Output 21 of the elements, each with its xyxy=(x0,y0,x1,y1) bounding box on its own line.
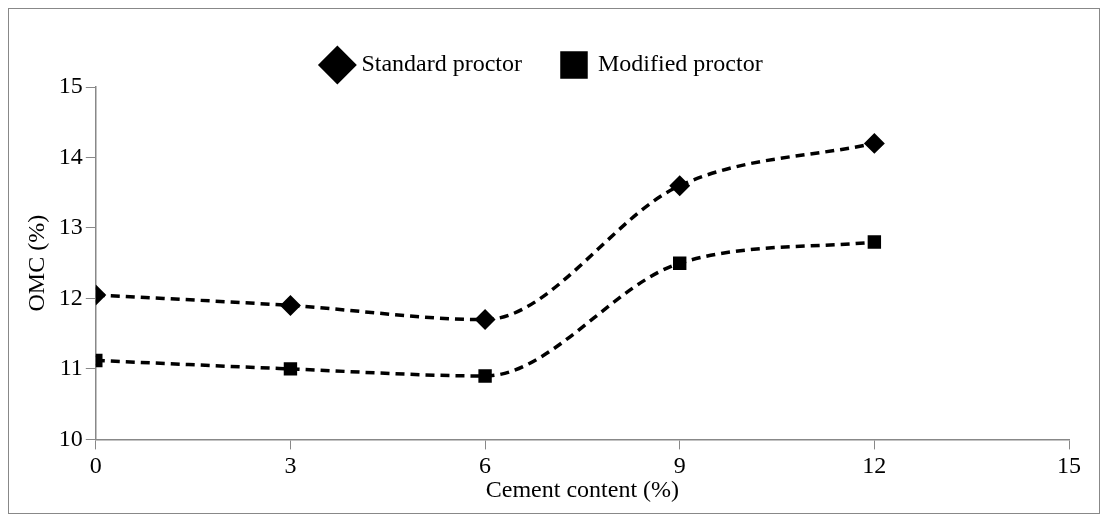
legend-label: Standard proctor xyxy=(361,50,522,77)
point xyxy=(669,175,690,196)
y-axis-title: OMC (%) xyxy=(22,214,49,312)
x-tick-label: 3 xyxy=(284,452,297,479)
y-tick-label: 13 xyxy=(58,213,83,240)
point xyxy=(478,369,492,383)
point xyxy=(475,309,495,330)
y-tick-label: 14 xyxy=(58,142,83,169)
y-tick-label: 10 xyxy=(58,424,83,451)
point xyxy=(864,133,885,154)
x-tick-label: 15 xyxy=(1057,452,1081,479)
y-tick-label: 12 xyxy=(58,283,83,310)
point xyxy=(283,362,298,376)
point xyxy=(867,235,882,249)
x-tick-label: 12 xyxy=(862,452,887,479)
y-tick-label: 11 xyxy=(59,354,83,381)
legend-label: Modified proctor xyxy=(598,50,763,77)
x-tick-label: 0 xyxy=(89,452,102,479)
point xyxy=(280,295,301,316)
y-tick-label: 15 xyxy=(58,72,83,99)
point xyxy=(673,256,687,270)
